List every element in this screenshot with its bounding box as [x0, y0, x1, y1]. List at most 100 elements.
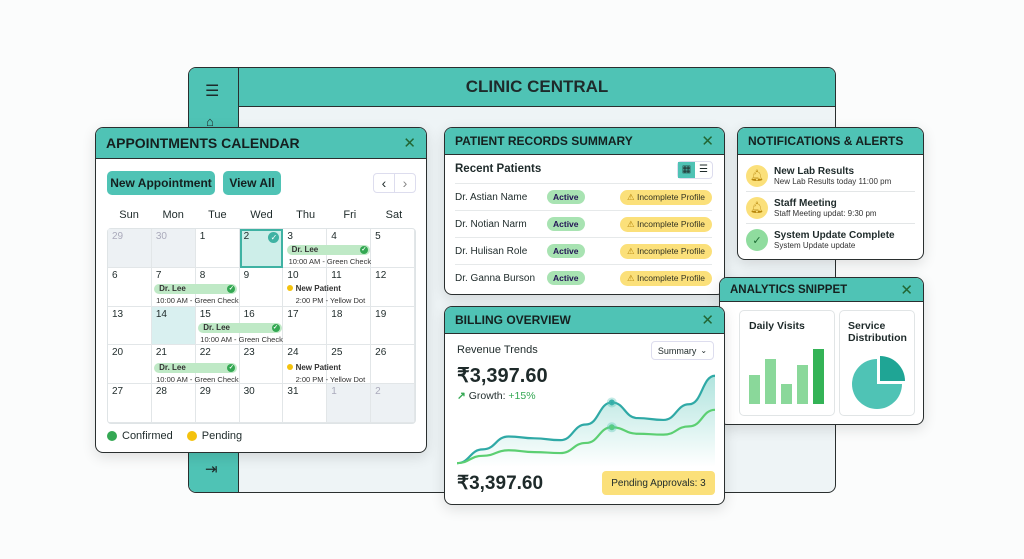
- logout-icon[interactable]: ⇥: [205, 461, 218, 478]
- day-number: 4: [331, 231, 337, 242]
- calendar-day[interactable]: 1: [195, 229, 240, 268]
- visits-bar: [813, 349, 824, 404]
- grid-view-icon[interactable]: ▦: [678, 162, 695, 178]
- calendar-day[interactable]: 16: [239, 306, 284, 346]
- patient-row[interactable]: Dr. Ganna Burson Active ⚠ Incomplete Profi…: [455, 264, 712, 291]
- home-icon[interactable]: ⌂: [206, 114, 214, 129]
- event-title: Dr. Lee: [291, 245, 319, 254]
- new-appointment-button[interactable]: New Appointment: [107, 171, 215, 195]
- calendar-day[interactable]: 29: [108, 229, 152, 268]
- day-number: 29: [112, 231, 124, 242]
- calendar-day[interactable]: 26: [371, 345, 415, 385]
- weekday-label: Mon: [162, 209, 184, 221]
- day-number: 7: [155, 269, 162, 281]
- day-number: 26: [375, 347, 387, 359]
- patient-row[interactable]: Dr. Astian Name Active ⚠ Incomplete Profil…: [455, 183, 712, 210]
- calendar-event[interactable]: New Patient 2:00 PM - Yellow Dot: [286, 284, 370, 306]
- calendar-day[interactable]: 25: [327, 345, 372, 385]
- calendar-day[interactable]: 17: [283, 306, 328, 346]
- calendar-day[interactable]: 22: [195, 345, 240, 385]
- view-all-button[interactable]: View All: [223, 171, 281, 195]
- revenue-amount: ₹3,397.60: [457, 365, 548, 387]
- view-toggle: ▦ ☰: [677, 161, 713, 179]
- data-point[interactable]: [606, 422, 617, 433]
- pending-dot-icon: [286, 285, 293, 292]
- calendar-day[interactable]: 20: [108, 345, 152, 385]
- event-detail: 2:00 PM - Yellow Dot: [295, 296, 366, 306]
- badge-label: Incomplete Profile: [636, 245, 705, 256]
- event-detail: 10:00 AM - Green Check: [200, 335, 283, 345]
- calendar-day[interactable]: 10: [283, 267, 328, 307]
- next-month-button[interactable]: ›: [402, 175, 408, 191]
- close-icon[interactable]: ✕: [403, 135, 416, 152]
- calendar-day[interactable]: 28: [151, 384, 196, 423]
- growth-label: Growth:: [468, 390, 506, 402]
- notification-item[interactable]: 🔔︎ New Lab Results New Lab Results today 1…: [746, 160, 915, 192]
- calendar-day[interactable]: 23: [239, 345, 284, 385]
- weekday-label: Fri: [343, 209, 357, 221]
- day-number: 29: [199, 386, 211, 398]
- incomplete-profile-badge: ⚠ Incomplete Profile: [619, 216, 712, 232]
- status-badge: Active: [547, 271, 585, 285]
- panel-title: ANALYTICS SNIPPET: [730, 283, 848, 296]
- check-icon: ✓: [227, 363, 236, 372]
- calendar-day[interactable]: 30: [239, 384, 284, 423]
- check-icon: ✓: [359, 246, 368, 254]
- calendar-day[interactable]: 9: [239, 267, 284, 307]
- notifications-panel: NOTIFICATIONS & ALERTS 🔔︎ New Lab Results…: [737, 127, 924, 260]
- day-number: 11: [331, 269, 342, 281]
- data-point[interactable]: [606, 397, 617, 408]
- weekday-label: Sun: [119, 209, 139, 221]
- close-icon[interactable]: ✕: [701, 133, 714, 150]
- daily-visits-chart: [749, 344, 827, 404]
- check-icon: ✓: [268, 232, 280, 243]
- summary-select[interactable]: Summary ⌄: [651, 341, 714, 360]
- patient-name: Dr. Astian Name: [455, 191, 528, 203]
- calendar-event[interactable]: Dr. Lee ✓ 10:00 AM - Green Check: [154, 362, 239, 384]
- calendar-day[interactable]: 6: [108, 267, 152, 307]
- calendar-day[interactable]: 31: [283, 384, 328, 423]
- calendar-day[interactable]: 1: [327, 384, 372, 423]
- calendar-day[interactable]: 13: [108, 306, 152, 346]
- close-icon[interactable]: ✕: [701, 312, 714, 329]
- calendar-event[interactable]: Dr. Lee ✓ 10:00 AM - Green Check: [154, 284, 239, 305]
- prev-month-button[interactable]: ‹: [374, 174, 395, 192]
- calendar-day[interactable]: 14: [151, 306, 196, 346]
- notification-item[interactable]: ✓ System Update Complete System Update upd…: [746, 224, 915, 256]
- status-badge: Active: [547, 217, 585, 231]
- calendar-day[interactable]: 19: [371, 306, 415, 346]
- calendar-event[interactable]: Dr. Lee ✓ 10:00 AM - Green Check: [198, 323, 283, 345]
- close-icon[interactable]: ✕: [900, 281, 913, 299]
- pending-approvals-badge[interactable]: Pending Approvals: 3: [602, 471, 715, 495]
- calendar-event[interactable]: Dr. Lee ✓ 10:00 AM - Green Check: [286, 245, 372, 266]
- visits-bar: [749, 374, 760, 404]
- calendar-day[interactable]: 12: [371, 267, 415, 307]
- patient-row[interactable]: Dr. Hulisan Role Active ⚠ Incomplete Profi…: [455, 237, 712, 264]
- panel-title: APPOINTMENTS CALENDAR: [106, 135, 300, 151]
- visits-bar: [765, 359, 776, 404]
- calendar-day[interactable]: 24: [283, 345, 328, 385]
- calendar-day[interactable]: 30: [151, 229, 196, 268]
- notification-item[interactable]: 🔔︎ Staff Meeting Staff Meeting updat: 9:30…: [746, 192, 915, 224]
- panel-title: NOTIFICATIONS & ALERTS: [748, 134, 904, 148]
- calendar-event[interactable]: New Patient 2:00 PM - Yellow Dot: [286, 363, 370, 384]
- menu-icon[interactable]: ☰: [205, 83, 220, 100]
- calendar-day[interactable]: 27: [108, 384, 152, 423]
- recent-patients-label: Recent Patients: [455, 163, 542, 175]
- calendar-day[interactable]: 8: [195, 267, 240, 307]
- day-number: 15: [199, 308, 211, 320]
- day-number: 17: [287, 308, 299, 320]
- calendar-day[interactable]: 2: [371, 384, 415, 423]
- patient-row[interactable]: Dr. Notian Narm Active ⚠ Incomplete Profil…: [455, 210, 712, 237]
- calendar-day[interactable]: 2 ✓: [239, 229, 284, 268]
- app-header: CLINIC CENTRAL: [189, 68, 835, 107]
- calendar-day[interactable]: 11: [327, 267, 372, 307]
- calendar-day[interactable]: 5: [371, 229, 415, 268]
- list-view-icon[interactable]: ☰: [699, 164, 708, 175]
- day-number: 1: [331, 386, 337, 398]
- calendar-day[interactable]: 4: [327, 229, 372, 268]
- weekday-label: Thu: [296, 209, 316, 221]
- event-detail: 10:00 AM - Green Check: [288, 257, 372, 266]
- calendar-day[interactable]: 29: [195, 384, 240, 423]
- calendar-day[interactable]: 18: [327, 306, 372, 346]
